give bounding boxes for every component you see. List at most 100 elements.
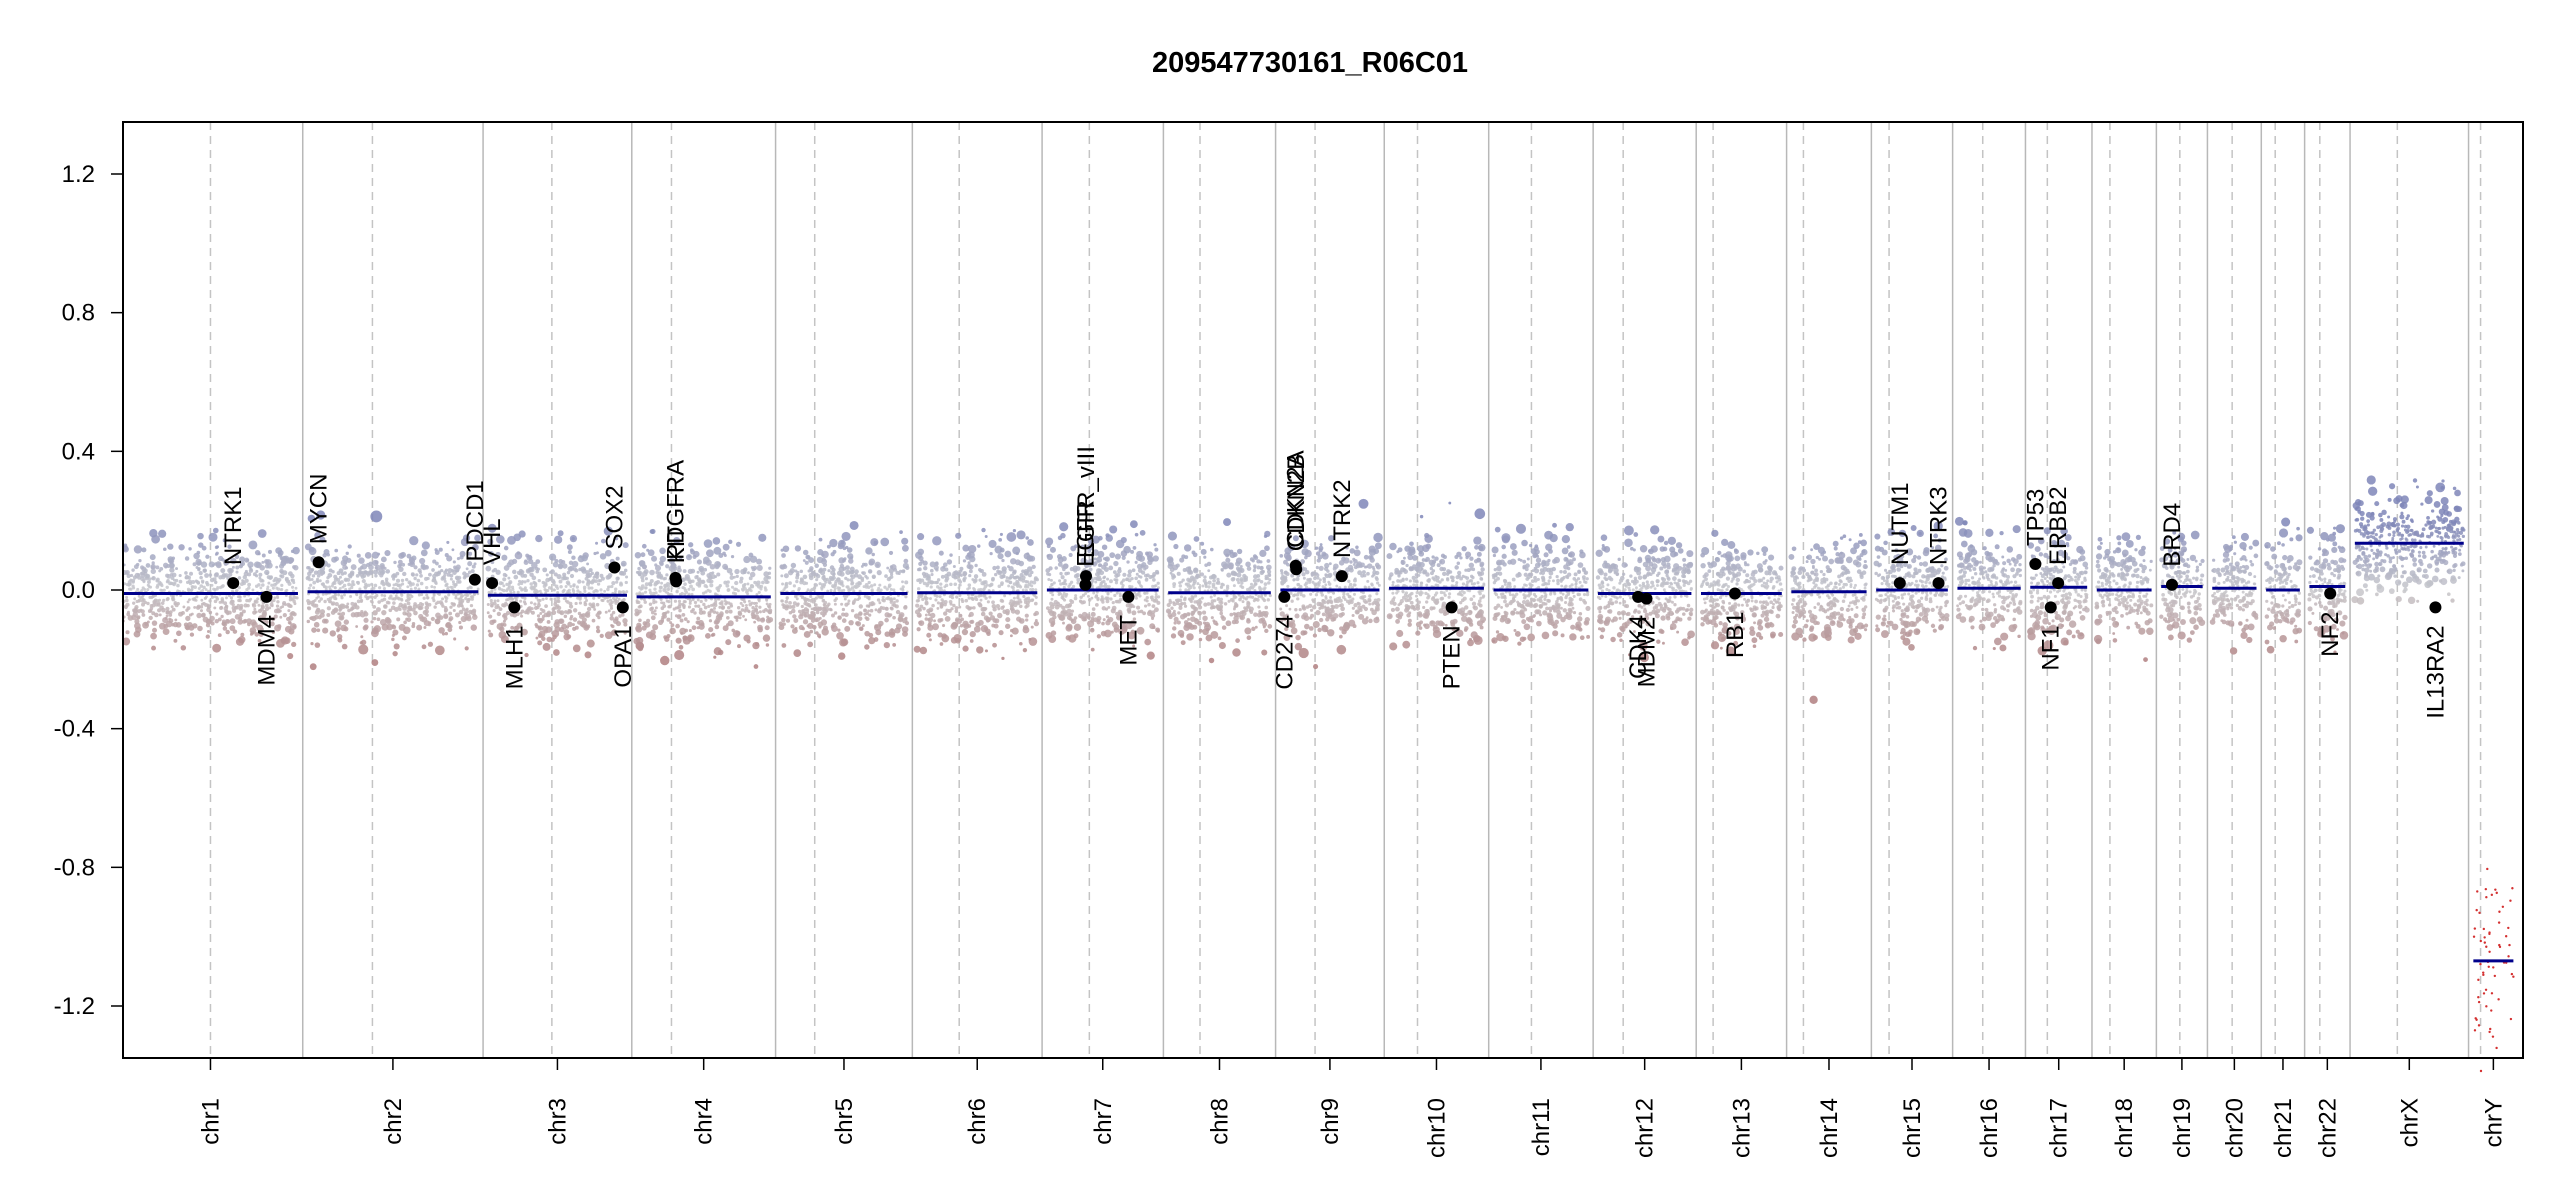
probe-point: [337, 612, 341, 616]
probe-point: [1266, 559, 1271, 563]
probe-point: [1187, 568, 1192, 574]
probe-point: [454, 594, 458, 597]
probe-point: [142, 580, 146, 584]
probe-point: [336, 577, 341, 582]
probe-point: [728, 609, 733, 614]
probe-point: [1206, 602, 1211, 606]
probe-point: [1265, 564, 1272, 571]
probe-point: [842, 588, 846, 592]
probe-point: [837, 588, 841, 592]
probe-point: [931, 603, 935, 608]
probe-point: [649, 569, 655, 576]
probe-point: [656, 573, 662, 579]
probe-point: [1302, 630, 1308, 635]
probe-point: [936, 601, 940, 605]
probe-point: [446, 540, 450, 544]
probe-point: [1145, 591, 1149, 595]
probe-point: [398, 552, 405, 559]
probe-point: [765, 643, 770, 647]
probe-point: [1370, 582, 1374, 586]
probe-point: [150, 632, 157, 640]
probe-point: [1094, 580, 1098, 584]
probe-point: [1168, 560, 1175, 567]
probe-point: [709, 583, 714, 588]
probe-point: [385, 618, 392, 625]
probe-point: [406, 585, 410, 589]
probe-point: [385, 569, 391, 574]
probe-point: [809, 588, 813, 592]
probe-point: [798, 624, 804, 631]
probe-point: [550, 587, 553, 591]
probe-point: [1156, 581, 1160, 585]
probe-point: [1140, 585, 1144, 589]
probe-point: [1170, 606, 1174, 610]
probe-point: [215, 597, 220, 601]
probe-point: [902, 631, 908, 637]
probe-point: [836, 631, 844, 640]
probe-point: [595, 571, 600, 576]
probe-point: [713, 606, 716, 610]
probe-point: [562, 575, 566, 579]
probe-point: [641, 592, 645, 596]
probe-point: [1186, 633, 1194, 641]
probe-point: [533, 605, 539, 611]
probe-point: [748, 588, 752, 592]
probe-point: [693, 600, 698, 605]
probe-point: [184, 576, 188, 580]
probe-point: [312, 586, 316, 590]
probe-point: [340, 624, 347, 632]
probe-point: [1006, 532, 1017, 542]
probe-point: [892, 643, 897, 647]
probe-point: [1049, 546, 1056, 553]
probe-point: [648, 602, 653, 606]
probe-point: [219, 606, 223, 611]
probe-point: [340, 596, 344, 600]
probe-point: [213, 572, 219, 578]
probe-point: [1311, 598, 1315, 602]
probe-point: [977, 619, 984, 626]
probe-point: [1079, 600, 1083, 604]
probe-point: [1122, 572, 1127, 577]
probe-point: [1112, 570, 1117, 575]
probe-point: [569, 573, 575, 579]
probe-point: [1301, 605, 1306, 610]
probe-point: [344, 604, 349, 609]
probe-point: [981, 527, 986, 533]
probe-point: [1315, 565, 1319, 570]
probe-point: [888, 550, 894, 555]
probe-point: [578, 601, 583, 605]
probe-point: [1136, 579, 1141, 584]
probe-point: [1241, 600, 1245, 604]
probe-point: [255, 569, 259, 573]
probe-point: [524, 610, 528, 615]
probe-point: [595, 575, 599, 580]
probe-point: [409, 536, 419, 546]
probe-point: [1324, 562, 1330, 569]
probe-point: [280, 588, 284, 592]
probe-point: [398, 566, 404, 572]
probe-point: [1261, 569, 1265, 574]
probe-point: [286, 560, 290, 564]
probe-point: [802, 574, 808, 580]
probe-point: [925, 583, 929, 588]
probe-point: [790, 624, 795, 629]
probe-point: [764, 625, 770, 631]
probe-point: [448, 611, 453, 616]
probe-point: [802, 581, 807, 586]
probe-point: [783, 573, 789, 579]
probe-point: [1221, 616, 1226, 622]
probe-point: [822, 562, 828, 567]
probe-point: [724, 602, 728, 606]
probe-point: [662, 601, 666, 605]
probe-point: [968, 574, 972, 578]
probe-point: [688, 628, 692, 633]
probe-point: [204, 588, 208, 592]
probe-point: [434, 548, 438, 552]
probe-point: [691, 607, 695, 612]
probe-point: [275, 586, 279, 590]
probe-point: [334, 620, 342, 628]
probe-point: [516, 570, 521, 575]
probe-point: [1308, 626, 1314, 631]
probe-point: [1029, 588, 1032, 591]
probe-point: [681, 586, 685, 590]
